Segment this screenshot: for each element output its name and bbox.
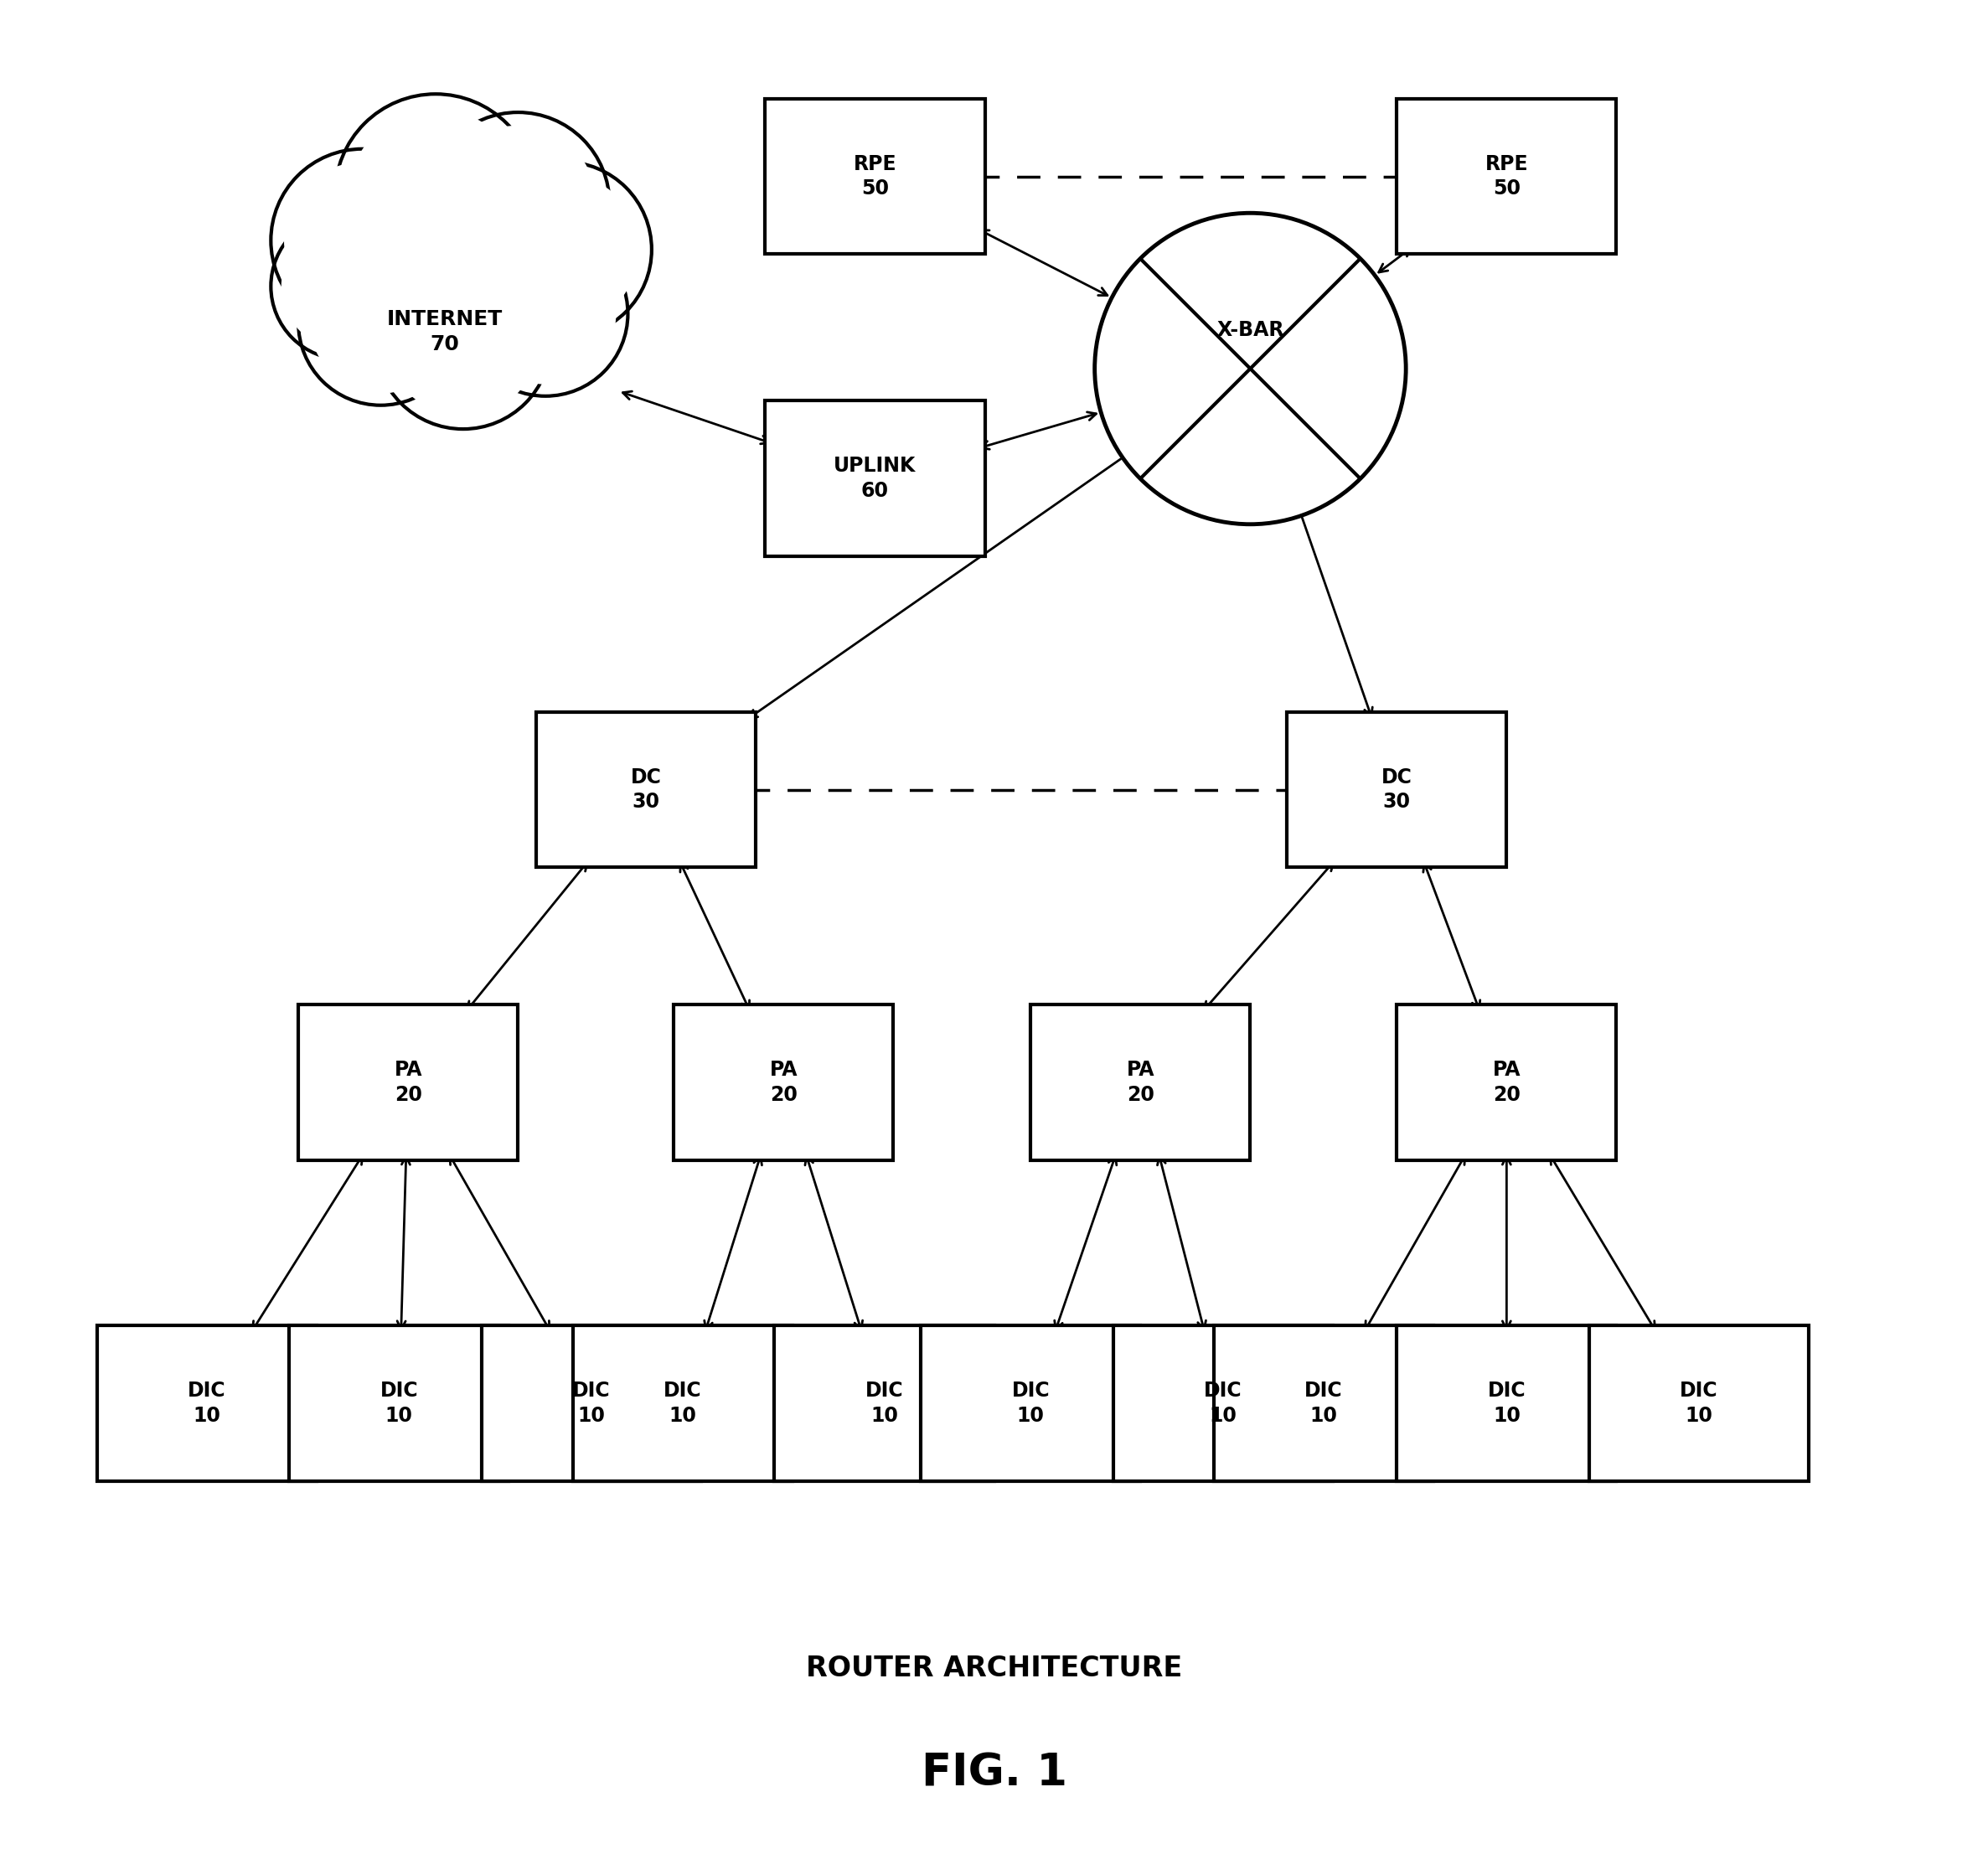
FancyBboxPatch shape [773, 1326, 994, 1481]
Text: PA
20: PA 20 [1493, 1060, 1521, 1105]
Text: DIC
10: DIC 10 [1304, 1381, 1342, 1426]
Circle shape [270, 148, 453, 332]
Circle shape [298, 241, 463, 406]
Text: UPLINK
60: UPLINK 60 [833, 456, 916, 501]
FancyBboxPatch shape [573, 1326, 793, 1481]
Circle shape [270, 213, 417, 360]
FancyBboxPatch shape [765, 400, 984, 556]
Text: PA
20: PA 20 [1127, 1060, 1155, 1105]
Circle shape [282, 224, 406, 349]
Circle shape [489, 174, 638, 324]
Circle shape [310, 252, 451, 393]
Circle shape [427, 113, 610, 295]
Text: DIC
10: DIC 10 [1203, 1381, 1242, 1426]
Text: FIG. 1: FIG. 1 [920, 1750, 1068, 1795]
Text: X-BAR: X-BAR [1217, 319, 1284, 339]
Text: DIC
10: DIC 10 [865, 1381, 903, 1426]
Circle shape [350, 109, 521, 280]
Circle shape [284, 163, 439, 319]
Text: PA
20: PA 20 [394, 1060, 421, 1105]
FancyBboxPatch shape [674, 1005, 893, 1161]
FancyBboxPatch shape [298, 1005, 519, 1161]
FancyBboxPatch shape [765, 98, 984, 254]
Text: DIC
10: DIC 10 [1487, 1381, 1525, 1426]
FancyBboxPatch shape [1113, 1326, 1332, 1481]
Circle shape [439, 126, 596, 282]
FancyBboxPatch shape [97, 1326, 316, 1481]
Text: DIC
10: DIC 10 [1012, 1381, 1050, 1426]
Text: DC
30: DC 30 [1382, 768, 1411, 812]
Circle shape [388, 267, 539, 415]
Text: DIC
10: DIC 10 [187, 1381, 227, 1426]
Text: DIC
10: DIC 10 [664, 1381, 702, 1426]
Text: RPE
50: RPE 50 [1485, 154, 1529, 198]
FancyBboxPatch shape [1215, 1326, 1433, 1481]
Circle shape [475, 243, 616, 384]
FancyBboxPatch shape [537, 712, 755, 868]
FancyBboxPatch shape [288, 1326, 509, 1481]
FancyBboxPatch shape [1286, 712, 1507, 868]
Text: DIC
10: DIC 10 [1680, 1381, 1718, 1426]
Circle shape [334, 95, 537, 295]
Circle shape [475, 161, 652, 337]
Text: RPE
50: RPE 50 [853, 154, 897, 198]
Text: INTERNET
70: INTERNET 70 [388, 310, 503, 354]
FancyBboxPatch shape [1030, 1005, 1250, 1161]
FancyBboxPatch shape [1398, 98, 1616, 254]
FancyBboxPatch shape [1398, 1326, 1616, 1481]
FancyBboxPatch shape [481, 1326, 702, 1481]
Circle shape [463, 232, 628, 397]
Text: DC
30: DC 30 [630, 768, 662, 812]
FancyBboxPatch shape [920, 1326, 1141, 1481]
FancyBboxPatch shape [1398, 1005, 1616, 1161]
FancyBboxPatch shape [1588, 1326, 1809, 1481]
Text: DIC
10: DIC 10 [380, 1381, 417, 1426]
Circle shape [376, 254, 551, 428]
Text: PA
20: PA 20 [769, 1060, 797, 1105]
Circle shape [1095, 213, 1406, 525]
Text: DIC
10: DIC 10 [573, 1381, 610, 1426]
Text: ROUTER ARCHITECTURE: ROUTER ARCHITECTURE [805, 1654, 1183, 1682]
